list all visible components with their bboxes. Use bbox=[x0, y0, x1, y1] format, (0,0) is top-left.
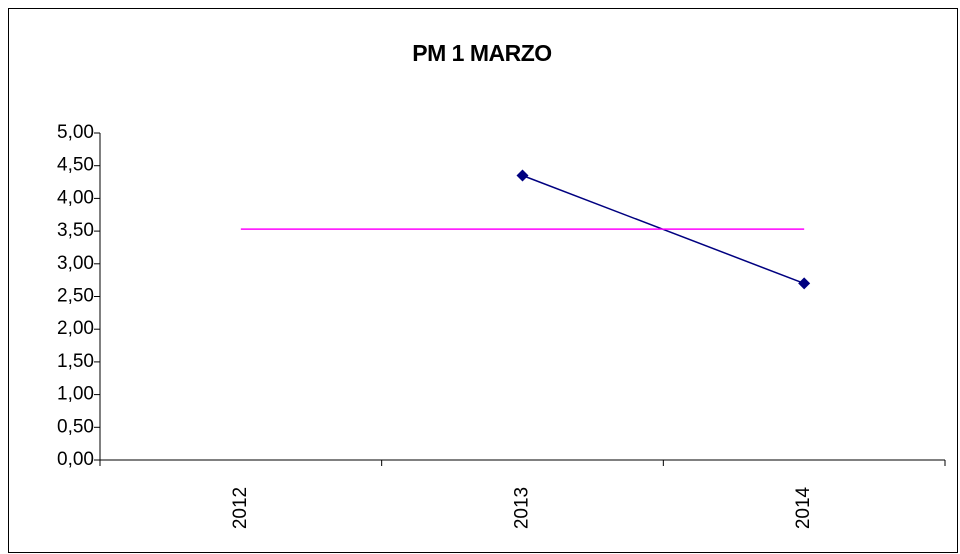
y-tick-label: 5,00 bbox=[57, 122, 94, 143]
y-tick-label: 0,50 bbox=[57, 416, 94, 437]
series-marker bbox=[516, 169, 529, 182]
series-marker bbox=[798, 277, 811, 290]
x-tick-label: 2013 bbox=[512, 487, 533, 529]
y-tick-label: 4,00 bbox=[57, 187, 94, 208]
y-tick-label: 2,00 bbox=[57, 318, 94, 339]
y-tick-label: 1,50 bbox=[57, 351, 94, 372]
y-tick-label: 0,00 bbox=[57, 449, 94, 470]
y-tick-label: 2,50 bbox=[57, 286, 94, 307]
y-tick-label: 3,00 bbox=[57, 253, 94, 274]
x-tick-label: 2012 bbox=[230, 487, 251, 529]
y-tick-label: 1,00 bbox=[57, 384, 94, 405]
y-tick-label: 4,50 bbox=[57, 155, 94, 176]
x-tick-label: 2014 bbox=[793, 486, 814, 529]
y-tick-label: 3,50 bbox=[57, 220, 94, 241]
chart-frame bbox=[8, 8, 958, 553]
chart-title: PM 1 MARZO bbox=[412, 40, 551, 66]
